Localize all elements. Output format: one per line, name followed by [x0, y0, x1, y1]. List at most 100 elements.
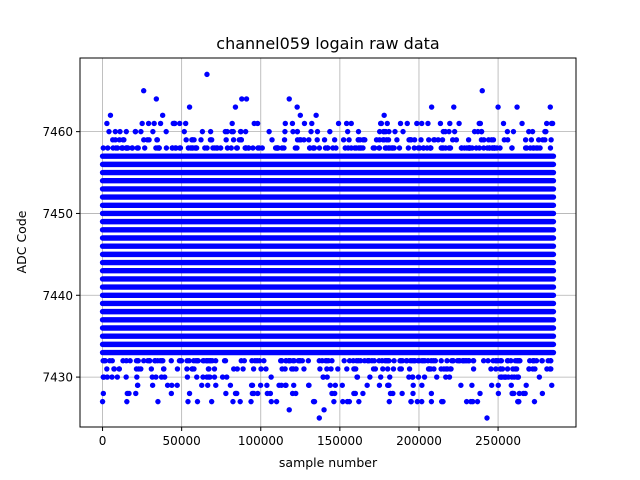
data-point [107, 358, 113, 364]
outlier-point [531, 398, 538, 405]
data-point [428, 398, 435, 405]
data-point [495, 390, 502, 397]
y-tick-label: 7430 [42, 371, 73, 385]
data-point [194, 398, 201, 405]
data-point [438, 145, 444, 151]
data-point [156, 145, 162, 151]
data-point [530, 358, 536, 364]
data-point [497, 374, 503, 380]
data-point [189, 137, 195, 143]
data-point [484, 145, 491, 151]
data-point [331, 398, 337, 405]
data-point [548, 137, 554, 143]
data-point [307, 145, 313, 151]
data-point [319, 358, 325, 364]
data-point [324, 366, 330, 372]
data-point [255, 390, 261, 397]
outlier-point [133, 390, 139, 397]
data-point [435, 137, 441, 143]
data-point [361, 358, 368, 364]
data-point [443, 366, 449, 372]
data-point [283, 358, 289, 364]
data-point [536, 374, 543, 380]
data-point [376, 128, 383, 135]
data-point [514, 374, 520, 380]
outlier-point [313, 112, 319, 118]
data-point [154, 137, 160, 143]
data-point [477, 120, 484, 127]
outlier-point [479, 88, 485, 94]
data-point [385, 145, 392, 151]
data-point [543, 120, 550, 127]
data-point [327, 128, 333, 135]
outlier-point [520, 390, 527, 397]
data-point [146, 137, 152, 143]
data-point [321, 137, 328, 143]
data-point [416, 358, 423, 364]
data-point [129, 145, 136, 151]
data-point [301, 120, 308, 127]
data-point [314, 137, 320, 143]
data-point [206, 366, 212, 372]
data-point [242, 145, 248, 151]
data-point [141, 358, 147, 364]
outlier-point [100, 390, 107, 397]
data-point [431, 137, 437, 143]
data-point [490, 145, 496, 151]
data-point [339, 382, 345, 388]
data-point [494, 145, 500, 151]
data-point [301, 366, 307, 372]
data-point [123, 358, 130, 364]
data-point [207, 128, 214, 135]
data-point [438, 366, 444, 372]
data-point [171, 120, 178, 127]
data-point [169, 145, 176, 151]
data-point [488, 137, 495, 143]
data-point [440, 128, 446, 135]
data-point [490, 358, 496, 364]
data-point [411, 358, 417, 364]
data-point [419, 120, 425, 127]
outlier-point [286, 96, 292, 102]
data-point [213, 382, 219, 388]
data-point [488, 382, 495, 388]
data-point [394, 137, 400, 143]
data-point [117, 128, 123, 135]
x-tick-label: 250000 [475, 434, 521, 448]
data-point [346, 358, 353, 364]
data-point [157, 358, 163, 364]
data-point [124, 390, 130, 397]
outlier-point [311, 398, 318, 405]
data-point [178, 358, 185, 364]
data-point [370, 145, 376, 151]
data-point [450, 358, 456, 364]
data-point [248, 398, 254, 405]
outlier-point [547, 104, 553, 110]
data-point [101, 374, 107, 380]
data-point [256, 145, 262, 151]
data-point [473, 145, 479, 151]
data-point [462, 358, 469, 364]
outlier-point [470, 398, 476, 405]
data-point [548, 120, 555, 127]
data-point [397, 120, 404, 127]
outlier-point [237, 398, 243, 405]
data-point [295, 358, 301, 364]
data-point [327, 382, 333, 388]
data-point [324, 374, 330, 380]
data-point [138, 366, 144, 372]
data-point [163, 145, 170, 151]
data-point [444, 358, 450, 364]
data-point [299, 358, 306, 364]
data-point [470, 366, 477, 372]
data-point [386, 398, 392, 405]
data-point [446, 128, 452, 135]
data-point [540, 137, 546, 143]
data-point [508, 382, 514, 388]
data-point [182, 120, 189, 127]
data-point [301, 137, 307, 143]
data-point [221, 358, 228, 364]
data-point [522, 145, 529, 151]
data-point [214, 145, 221, 151]
data-point [505, 137, 511, 143]
